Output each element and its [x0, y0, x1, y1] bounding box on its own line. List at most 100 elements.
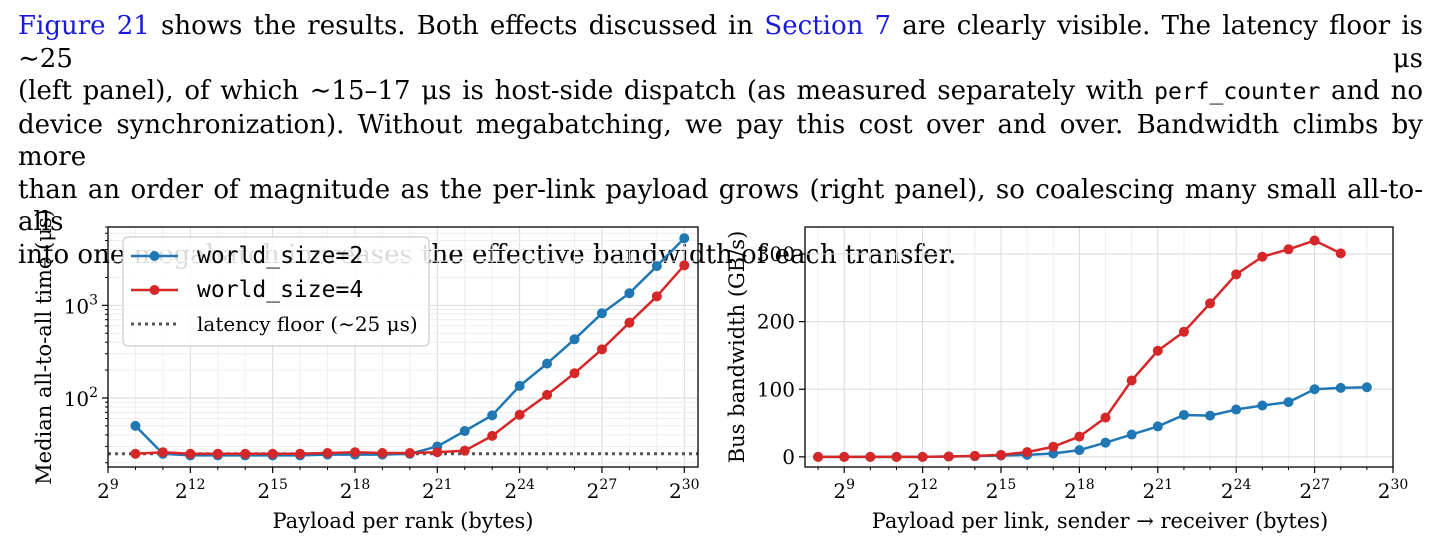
line1-text-a: shows the results. Both effects discusse… [149, 11, 765, 41]
bandwidth-point [1309, 384, 1320, 395]
x-tick-label: 29 [833, 477, 855, 503]
bandwidth-point [1178, 326, 1189, 337]
latency-point [130, 420, 141, 431]
bandwidth-point [839, 451, 850, 462]
x-tick-label: 29 [97, 477, 119, 503]
bandwidth-axes-frame [804, 226, 1394, 468]
bandwidth-point [1074, 431, 1085, 442]
latency-point [349, 447, 360, 458]
latency-legend: world_size=2 world_size=4 latency floor … [122, 236, 430, 347]
bandwidth-point [1257, 251, 1268, 262]
paragraph-line-2: (left panel), of which ∼15–17 μs is host… [18, 75, 1423, 109]
bandwidth-point [865, 451, 876, 462]
line2-text-b: and no [1320, 76, 1423, 106]
x-tick-label: 221 [422, 477, 453, 503]
bandwidth-point [891, 451, 902, 462]
bandwidth-series [813, 235, 1372, 462]
latency-point [487, 410, 498, 421]
bandwidth-y-axis-label: Bus bandwidth (GB/s) [725, 231, 749, 464]
bandwidth-point [1335, 382, 1346, 393]
latency-point [651, 291, 662, 302]
figure-21: 29 212 215 218 221 224 227 230 102 103 Payload p… [32, 209, 1408, 533]
y-tick-label: 102 [64, 385, 98, 411]
bandwidth-point [1309, 235, 1320, 246]
bandwidth-point [1231, 269, 1242, 280]
bandwidth-gridlines [805, 227, 1394, 467]
bandwidth-point [1283, 244, 1294, 255]
x-tick-label: 227 [1299, 477, 1330, 503]
line1-text-b: are clearly visible. The latency floor i… [18, 11, 1423, 74]
latency-x-axis-label: Payload per rank (bytes) [273, 509, 534, 533]
bandwidth-point [1100, 437, 1111, 448]
x-tick-label: 218 [340, 477, 371, 503]
latency-point [322, 447, 333, 458]
latency-point [432, 447, 443, 458]
x-tick-label: 224 [504, 477, 535, 503]
bandwidth-point [943, 451, 954, 462]
latency-point [240, 448, 251, 459]
bandwidth-point [1257, 400, 1268, 411]
latency-point [267, 448, 278, 459]
legend-label-world-size-4: world_size=4 [197, 277, 363, 303]
latency-point [569, 334, 580, 345]
bandwidth-line-world-size-2 [818, 385, 1367, 459]
latency-point [624, 317, 635, 328]
bandwidth-point [1126, 429, 1137, 440]
latency-y-ticks: 102 103 [64, 226, 108, 464]
x-tick-label: 215 [257, 477, 288, 503]
x-tick-label: 212 [907, 477, 938, 503]
line2-text-a: (left panel), of which ∼15–17 μs is host… [18, 76, 1155, 106]
bandwidth-point [1126, 375, 1137, 386]
paragraph-line-4: than an order of magnitude as the per-li… [18, 174, 1423, 238]
bandwidth-point [1231, 404, 1242, 415]
bandwidth-point [1205, 410, 1216, 421]
bandwidth-x-ticks: 29 212 215 218 221 224 227 230 [817, 467, 1408, 503]
paragraph-line-3: device synchronization). Without megabat… [18, 109, 1423, 173]
bandwidth-point [1100, 412, 1111, 423]
bandwidth-point [1361, 382, 1372, 393]
y-tick-label: 103 [64, 292, 98, 318]
latency-series [130, 233, 690, 461]
x-tick-label: 215 [986, 477, 1017, 503]
latency-point [569, 368, 580, 379]
latency-point [596, 344, 607, 355]
latency-point [651, 261, 662, 272]
bandwidth-point [1205, 298, 1216, 309]
bandwidth-point [1022, 447, 1033, 458]
bandwidth-point [969, 450, 980, 461]
latency-point [542, 358, 553, 369]
latency-point [679, 260, 690, 271]
figure-21-link[interactable]: Figure 21 [18, 11, 150, 41]
latency-point [459, 426, 470, 437]
paragraph-line-1: Figure 21 shows the results. Both effect… [18, 10, 1423, 75]
x-tick-label: 218 [1064, 477, 1095, 503]
bandwidth-point [1048, 441, 1059, 452]
section-7-link[interactable]: Section 7 [764, 11, 892, 41]
latency-point [514, 409, 525, 420]
latency-point [157, 447, 168, 458]
y-tick-label: 200 [757, 310, 795, 334]
latency-point [487, 430, 498, 441]
legend-marker-world-size-4 [149, 285, 160, 295]
latency-chart: 29 212 215 218 221 224 227 230 102 103 Payload p… [32, 209, 700, 533]
legend-label-world-size-2: world_size=2 [197, 243, 363, 269]
latency-x-ticks: 29 212 215 218 221 224 227 230 [97, 467, 700, 503]
latency-point [596, 308, 607, 319]
body-paragraph: Figure 21 shows the results. Both effect… [18, 10, 1423, 271]
bandwidth-point [1335, 248, 1346, 259]
latency-point [542, 389, 553, 400]
bandwidth-point [1178, 409, 1189, 420]
bandwidth-point [813, 451, 824, 462]
bandwidth-point [917, 451, 928, 462]
latency-point [212, 448, 223, 459]
bandwidth-point [996, 449, 1006, 460]
x-tick-label: 212 [175, 477, 206, 503]
latency-point [295, 448, 306, 459]
bandwidth-point [1152, 345, 1163, 356]
latency-axes-frame [107, 226, 699, 468]
bandwidth-y-ticks: 0 100 200 300 [757, 242, 805, 469]
x-tick-label: 221 [1143, 477, 1174, 503]
x-tick-label: 230 [669, 477, 700, 503]
bandwidth-chart: 29 212 215 218 221 224 227 230 0 100 200 300 Paylo… [725, 226, 1408, 533]
legend-marker-world-size-2 [149, 251, 160, 261]
